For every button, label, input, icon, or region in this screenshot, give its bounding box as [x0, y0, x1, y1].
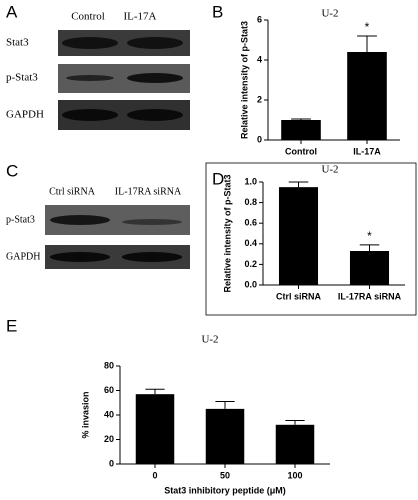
bar [205, 408, 245, 464]
annotation: * [367, 229, 372, 243]
y-tick-label: 0.6 [244, 218, 257, 228]
y-tick-label: 4 [257, 54, 262, 64]
y-tick-label: 0.0 [244, 279, 257, 289]
panel-label: C [6, 161, 18, 180]
band [50, 215, 110, 225]
x-tick-label: 50 [220, 470, 230, 480]
chart-title: U-2 [201, 334, 218, 346]
y-tick-label: 20 [104, 434, 114, 444]
y-tick-label: 40 [104, 409, 114, 419]
band [62, 109, 118, 121]
x-tick-label: 100 [287, 470, 302, 480]
panel-d-frame [205, 162, 417, 316]
row-label: Stat3 [6, 37, 29, 49]
annotation: * [365, 20, 370, 34]
y-tick-label: 0.2 [244, 259, 257, 269]
x-tick-label: IL-17RA siRNA [338, 291, 402, 301]
y-tick-label: 0.4 [244, 238, 257, 248]
column-label: IL-17RA siRNA [115, 186, 182, 197]
x-tick-label: Control [285, 146, 317, 156]
column-label: Ctrl siRNA [49, 186, 96, 197]
band [127, 37, 183, 49]
x-tick-label: Ctrl siRNA [276, 291, 322, 301]
bar [347, 52, 387, 140]
y-tick-label: 6 [257, 14, 262, 24]
y-axis-label: Relative intensity of p-Stat3 [222, 174, 232, 292]
bar [278, 187, 319, 285]
y-axis-label: Relative intensity of p-Stat3 [239, 21, 249, 139]
band [122, 219, 182, 225]
y-tick-label: 0.8 [244, 197, 257, 207]
band [127, 73, 183, 83]
row-label: GAPDH [6, 251, 40, 262]
y-tick-label: 60 [104, 385, 114, 395]
y-axis-label: % invasion [80, 391, 90, 438]
row-label: GAPDH [6, 109, 44, 121]
blot-c: Ctrl siRNA IL-17RA siRNA p-Stat3 GAPDH [6, 186, 190, 269]
panel-label: D [212, 169, 224, 188]
y-tick-label: 1.0 [244, 176, 257, 186]
bar [135, 394, 175, 464]
panel-label: A [6, 2, 18, 21]
column-label: IL-17A [124, 11, 157, 23]
panel-label: B [212, 2, 223, 21]
band [122, 252, 182, 262]
bar [275, 424, 315, 464]
band [62, 37, 118, 49]
y-tick-label: 0 [109, 458, 114, 468]
y-tick-label: 80 [104, 360, 114, 370]
x-tick-label: 0 [152, 470, 157, 480]
band [127, 109, 183, 121]
bar [281, 120, 321, 140]
y-tick-label: 2 [257, 94, 262, 104]
column-label: Control [71, 11, 105, 23]
band [66, 75, 114, 81]
row-label: p-Stat3 [6, 72, 38, 84]
y-tick-label: 0 [257, 134, 262, 144]
bar [349, 251, 390, 285]
panel-label: E [6, 316, 17, 335]
x-tick-label: IL-17A [353, 146, 381, 156]
chart-title: U-2 [321, 164, 338, 176]
chart-title: U-2 [321, 8, 338, 20]
row-label: p-Stat3 [6, 214, 35, 225]
x-axis-label: Stat3 inhibitory peptide (μM) [164, 485, 286, 495]
band [50, 252, 110, 262]
blot-a: Control IL-17A Stat3 p-Stat3 GAPDH [6, 11, 190, 130]
